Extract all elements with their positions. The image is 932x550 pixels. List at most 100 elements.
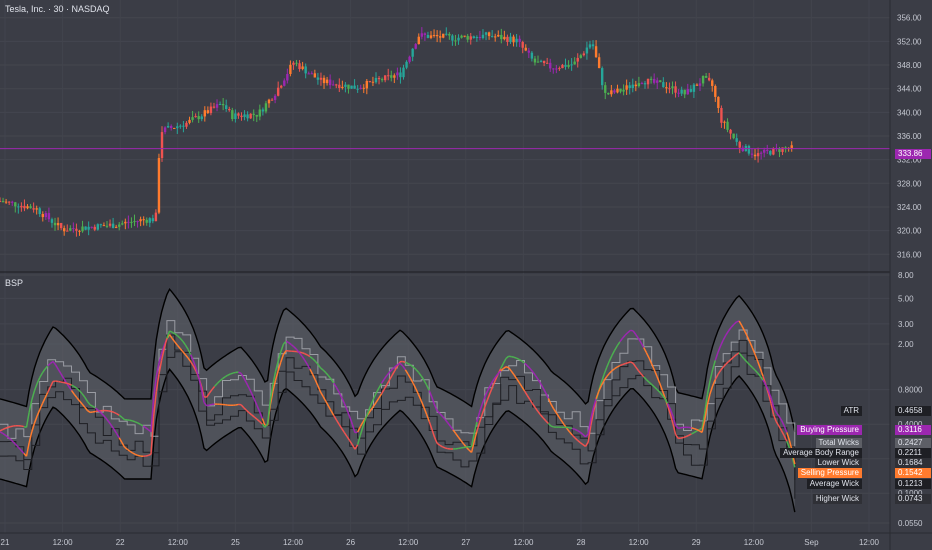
- selling-pressure-line: [150, 416, 155, 455]
- symbol-title[interactable]: Tesla, Inc. · 30 · NASDAQ: [5, 4, 110, 14]
- price-axis[interactable]: 316.00 320.00 324.00 328.00 332.00 336.00 340.…: [897, 0, 922, 260]
- buying-pressure-line: [436, 410, 441, 414]
- candle-body: [319, 77, 323, 80]
- candle-body: [549, 62, 552, 69]
- selling-pressure-line: [200, 388, 205, 403]
- indicator-title[interactable]: BSP: [5, 278, 24, 288]
- avg-wick-value: 0.1213: [895, 479, 931, 489]
- candle-body: [87, 226, 90, 230]
- buying-pressure-line: [338, 391, 343, 398]
- buying-pressure-line: [743, 330, 748, 337]
- buying-pressure-line: [351, 424, 356, 433]
- buying-pressure-line: [176, 344, 181, 349]
- price-tick-label: 348.00: [897, 61, 922, 70]
- candle-body: [698, 83, 702, 86]
- buying-pressure-line: [57, 368, 62, 375]
- buying-pressure-line: [685, 434, 690, 438]
- candle-body: [151, 218, 155, 222]
- candle-body: [11, 201, 14, 203]
- candle-body: [252, 113, 255, 115]
- selling-pressure-line: [10, 438, 14, 443]
- selling-pressure-line: [293, 346, 298, 351]
- selling-pressure-line: [105, 417, 110, 423]
- time-axis[interactable]: 21 12:00 22 12:00 25 12:00 26 12:00 27 12:00 28 12:…: [1, 538, 880, 547]
- selling-pressure-line: [63, 381, 67, 384]
- time-tick-label: 12:00: [398, 538, 419, 547]
- candle-body: [350, 85, 353, 89]
- buying-pressure-line: [238, 371, 242, 375]
- selling-pressure-line: [380, 378, 385, 384]
- candle-body: [136, 221, 139, 223]
- selling-pressure-line: [743, 358, 748, 363]
- selling-pressure-line: [728, 358, 732, 363]
- candle-body: [490, 36, 494, 38]
- bsp-axis[interactable]: 0.05500.10000.20000.40000.80002.003.005.…: [898, 271, 923, 528]
- buying-pressure-line: [314, 360, 319, 365]
- selling-pressure-line: [444, 447, 448, 450]
- selling-pressure-line: [158, 360, 163, 375]
- candle-body: [445, 33, 448, 35]
- buying-pressure-line: [54, 364, 59, 370]
- candle-body: [649, 78, 653, 80]
- selling-pressure-line: [372, 392, 377, 400]
- candle-body: [750, 153, 754, 155]
- selling-pressure-line: [296, 349, 300, 354]
- buying-pressure-line: [767, 393, 772, 404]
- time-tick-label: 12:00: [53, 538, 74, 547]
- candle-body: [701, 75, 705, 84]
- buying-pressure-line: [449, 425, 454, 431]
- candle-body: [142, 219, 145, 221]
- buying-pressure-line: [587, 425, 592, 443]
- candle-body: [674, 86, 677, 93]
- selling-pressure-line: [539, 414, 544, 419]
- buying-pressure-line: [417, 371, 422, 377]
- avg-wick-label: Average Wick: [806, 479, 862, 489]
- candle-body: [20, 205, 23, 208]
- buying-pressure-line: [751, 347, 756, 355]
- atr-value: 0.4658: [895, 406, 931, 416]
- buying-pressure-line: [603, 367, 608, 375]
- buying-pressure-line: [553, 408, 557, 414]
- candle-body: [47, 213, 51, 220]
- candle-body: [472, 36, 476, 38]
- selling-pressure-line: [126, 448, 131, 452]
- candle-body: [579, 55, 582, 58]
- candle-body: [683, 89, 686, 95]
- buying-pressure-line: [341, 397, 346, 404]
- candle-body: [261, 109, 265, 112]
- selling-pressure-line: [391, 366, 396, 370]
- selling-pressure-line: [666, 403, 671, 410]
- selling-pressure-line: [402, 365, 406, 371]
- candle-body: [371, 81, 375, 83]
- selling-pressure-value: 0.1542: [895, 468, 931, 478]
- candle-body: [707, 77, 711, 81]
- candle-body: [377, 77, 381, 80]
- candle-body: [96, 224, 100, 230]
- buying-pressure-line: [754, 354, 759, 362]
- buying-pressure-line: [10, 425, 14, 428]
- buying-pressure-line: [375, 397, 380, 403]
- candle-body: [353, 85, 356, 89]
- buying-pressure-line: [719, 339, 724, 347]
- selling-pressure-line: [696, 428, 700, 432]
- buying-pressure-line: [759, 368, 764, 377]
- atr-label: ATR: [840, 406, 862, 416]
- selling-pressure-line: [394, 364, 398, 368]
- buying-pressure-line: [402, 360, 406, 364]
- candle-body: [747, 145, 751, 154]
- candle-body: [463, 35, 466, 37]
- candle-body: [243, 114, 246, 118]
- buying-pressure-line: [86, 409, 91, 414]
- selling-pressure-line: [786, 432, 791, 441]
- candle-body: [714, 85, 717, 97]
- candle-body: [732, 133, 735, 139]
- buying-pressure-line: [216, 380, 221, 385]
- selling-pressure-line: [780, 420, 785, 427]
- selling-pressure-line: [598, 385, 603, 392]
- selling-pressure-line: [733, 353, 737, 358]
- selling-pressure-line: [76, 387, 80, 392]
- candle-body: [594, 46, 598, 58]
- buying-pressure-line: [741, 325, 746, 331]
- buying-pressure-line: [502, 358, 507, 364]
